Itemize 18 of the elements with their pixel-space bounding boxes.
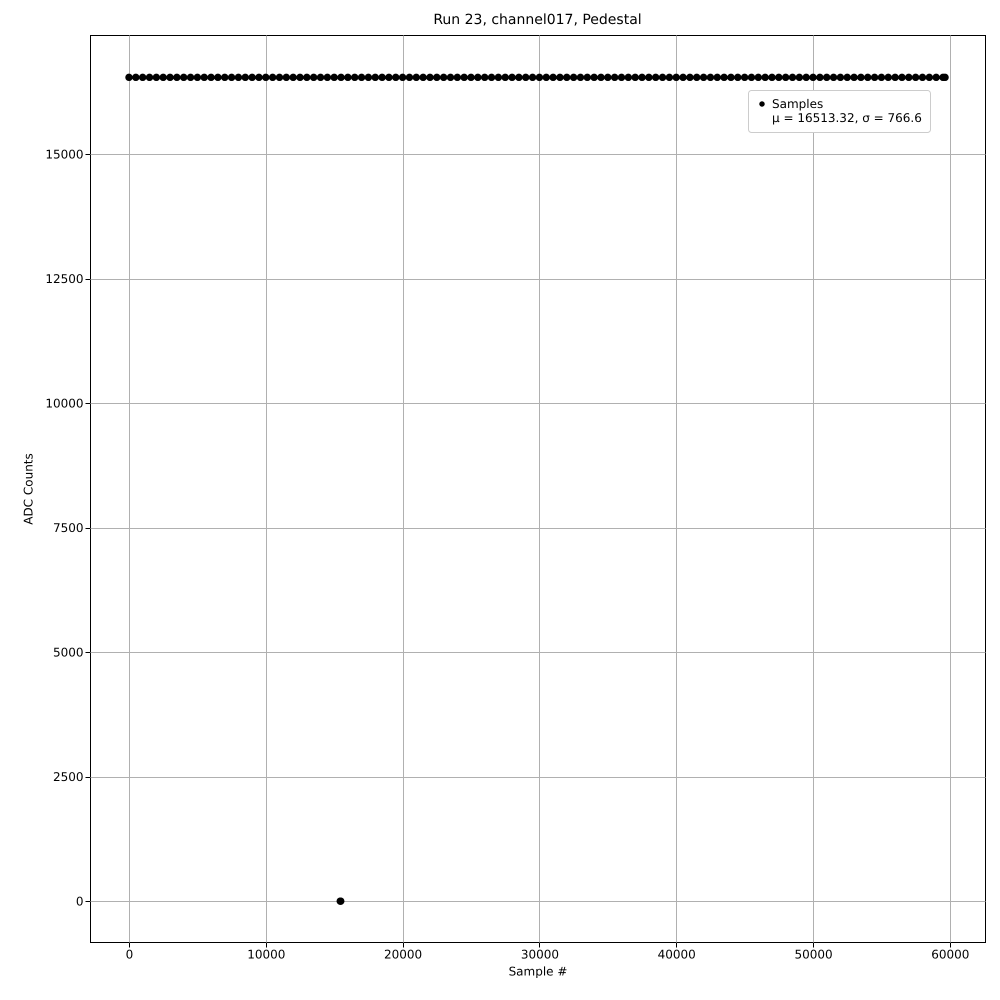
y-axis-title: ADC Counts	[21, 453, 36, 525]
x-tick-label: 50000	[794, 948, 833, 962]
y-tick-label: 10000	[45, 396, 84, 411]
x-tick-label: 30000	[520, 948, 560, 962]
x-tick-label: 0	[126, 948, 134, 962]
y-tick-label: 7500	[52, 521, 84, 536]
y-tick-label: 0	[76, 894, 84, 909]
chart-title: Run 23, channel017, Pedestal	[433, 12, 642, 28]
y-tick-label: 2500	[52, 770, 84, 784]
legend-label: Samples μ = 16513.32, σ = 766.6	[772, 97, 922, 125]
y-tick-label: 15000	[45, 148, 84, 162]
y-tick-label: 12500	[45, 272, 84, 286]
y-tick-label: 5000	[52, 646, 84, 660]
x-tick-label: 10000	[247, 948, 286, 962]
x-tick-label: 40000	[658, 948, 696, 962]
x-tick-label: 60000	[931, 948, 970, 962]
x-tick-label: 20000	[384, 948, 422, 962]
x-axis-title: Sample #	[508, 964, 568, 978]
